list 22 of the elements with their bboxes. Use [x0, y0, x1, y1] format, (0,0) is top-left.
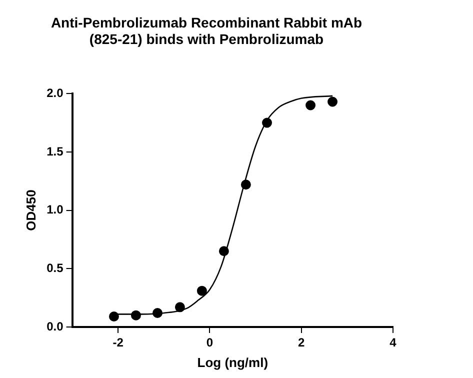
x-axis-title: Log (ng/ml): [197, 354, 268, 370]
x-tick-label: 2: [298, 336, 306, 350]
point: [174, 302, 185, 312]
y-tick-label: 1.0: [46, 202, 64, 217]
y-axis-title: OD450: [23, 190, 38, 231]
y-tick-label: 0.0: [46, 319, 64, 334]
x-tick-label: 0: [206, 336, 214, 350]
y-tick-label: 1.5: [46, 144, 64, 158]
point: [240, 180, 251, 190]
y-tick-label: 0.5: [46, 260, 64, 275]
point: [108, 311, 119, 322]
x-tick-label: 4: [390, 336, 397, 350]
point: [196, 286, 207, 296]
point: [152, 308, 162, 318]
point: [130, 310, 141, 320]
y-tick-label: 2.0: [46, 86, 64, 100]
x-tick-label: -2: [112, 336, 124, 350]
point: [328, 96, 338, 107]
chart-title: Anti-Pembrolizumab Recombinant Rabbit mAb (825-21) binds with Pembrolizumab: [50, 14, 362, 48]
point: [218, 246, 229, 256]
point: [306, 100, 316, 110]
point: [262, 118, 272, 128]
